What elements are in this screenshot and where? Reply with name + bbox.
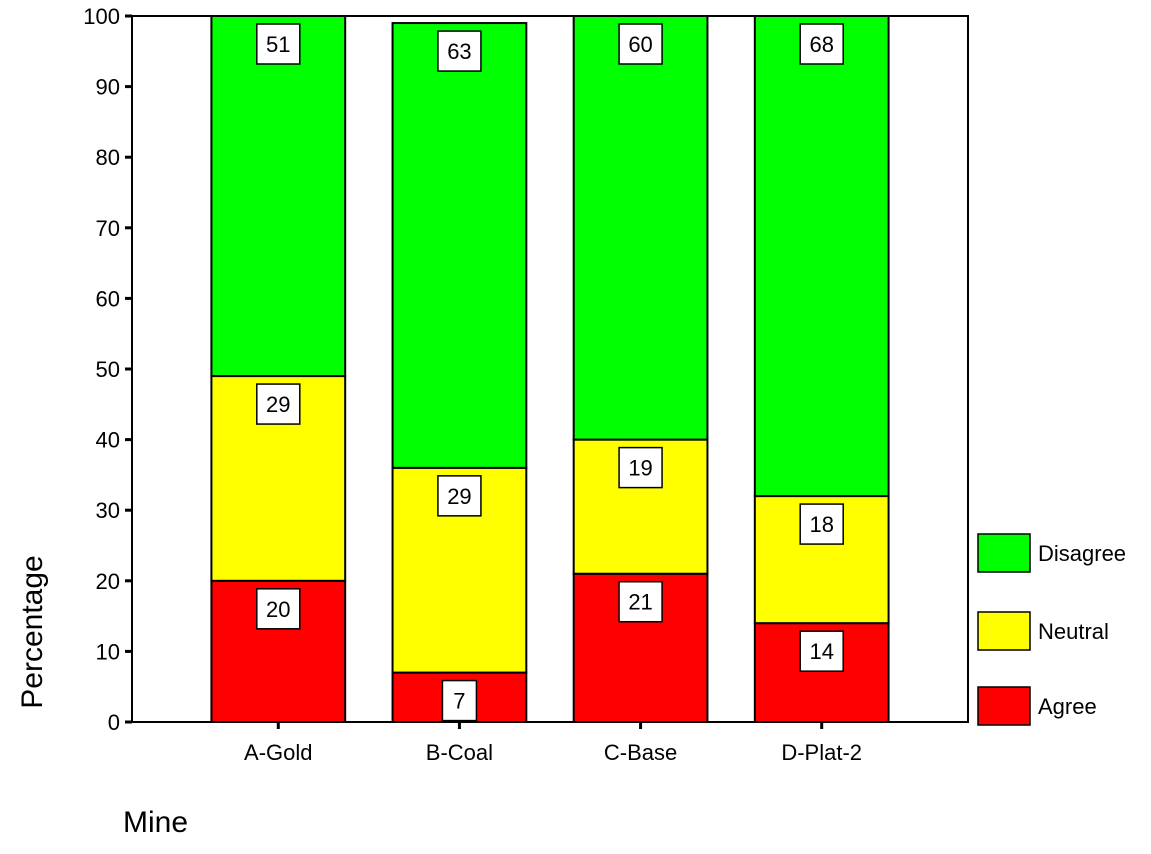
legend-label-disagree: Disagree	[1038, 541, 1126, 566]
y-tick-label: 30	[96, 498, 120, 523]
data-label: 19	[628, 456, 652, 481]
y-tick-label: 80	[96, 145, 120, 170]
y-tick-label: 40	[96, 428, 120, 453]
legend-label-agree: Agree	[1038, 694, 1097, 719]
data-label-box	[256, 588, 301, 630]
data-label-box	[437, 475, 482, 517]
y-axis-title: Percentage	[16, 555, 49, 708]
legend: Disagree Neutral Agree	[977, 533, 1126, 726]
y-tick-label: 90	[96, 75, 120, 100]
data-label: 18	[809, 512, 833, 537]
y-axis: 0 10 20 30 40 50 60 70 80 90 100	[83, 4, 132, 735]
y-tick-label: 20	[96, 569, 120, 594]
data-label-group: 20 29 51 7 29 63 21 19 60 14 18 68	[256, 23, 844, 722]
data-label: 51	[266, 32, 290, 57]
data-label: 63	[447, 39, 471, 64]
x-axis: A-Gold B-Coal C-Base D-Plat-2	[244, 722, 862, 765]
data-label-box	[618, 580, 663, 623]
data-label: 7	[453, 689, 465, 714]
data-label-box	[256, 23, 301, 65]
data-label-box	[256, 383, 301, 425]
x-tick-label: A-Gold	[244, 740, 312, 765]
bar-segment-disagree	[753, 15, 890, 498]
legend-label-neutral: Neutral	[1038, 619, 1109, 644]
legend-swatch-agree	[977, 686, 1031, 726]
x-tick-label: B-Coal	[426, 740, 493, 765]
data-label-box	[799, 503, 844, 545]
bar-segment-disagree	[391, 22, 528, 469]
y-tick-label: 0	[108, 710, 120, 735]
bar-segment-disagree	[572, 15, 709, 441]
y-tick-label: 50	[96, 357, 120, 382]
y-tick-label: 60	[96, 286, 120, 311]
data-label-box	[799, 630, 844, 672]
legend-swatch-disagree	[977, 533, 1031, 573]
data-label: 14	[809, 639, 833, 664]
data-label: 29	[266, 392, 290, 417]
data-label: 21	[628, 590, 652, 615]
data-label-box	[799, 23, 844, 65]
y-tick-label: 100	[83, 4, 120, 29]
data-label-box	[618, 446, 663, 489]
data-label-box	[441, 679, 478, 722]
bar-segment-disagree	[210, 15, 347, 378]
x-tick-label: C-Base	[604, 740, 677, 765]
data-label-box	[618, 23, 663, 65]
data-label: 20	[266, 597, 290, 622]
y-tick-label: 70	[96, 216, 120, 241]
y-tick-label: 10	[96, 639, 120, 664]
data-label: 60	[628, 32, 652, 57]
data-label-box	[437, 30, 482, 72]
x-axis-title: Mine	[123, 806, 188, 839]
x-tick-label: D-Plat-2	[781, 740, 862, 765]
data-label: 29	[447, 484, 471, 509]
data-label: 68	[809, 32, 833, 57]
legend-swatch-neutral	[977, 611, 1031, 651]
